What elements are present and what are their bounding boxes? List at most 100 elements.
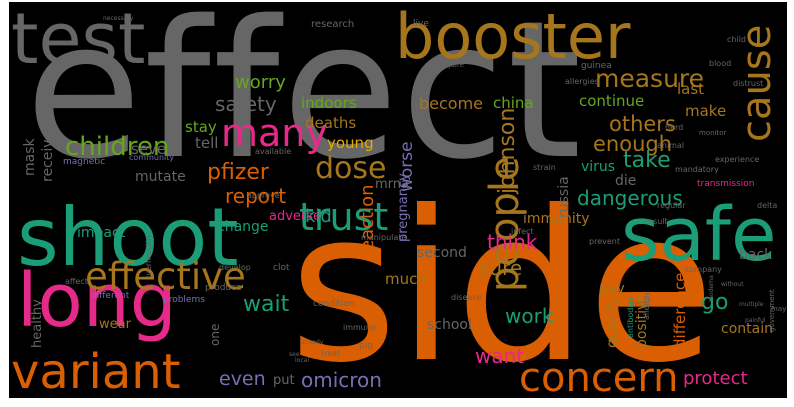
word-young: young bbox=[327, 134, 374, 152]
word-second: second bbox=[417, 245, 467, 261]
word-animal: animal bbox=[657, 141, 685, 150]
word-allergic: allergic bbox=[642, 290, 651, 320]
word-school: school bbox=[427, 317, 472, 333]
word-local: local bbox=[295, 357, 309, 364]
word-mrna: mrna bbox=[375, 177, 409, 192]
word-herd: herd bbox=[665, 123, 684, 132]
word-take: take bbox=[623, 148, 671, 173]
word-monitor: monitor bbox=[699, 129, 727, 137]
word-moderna: moderna bbox=[708, 275, 715, 302]
word-condition: condition bbox=[313, 299, 355, 309]
word-wear: wear bbox=[99, 317, 131, 332]
word-research: research bbox=[311, 19, 355, 30]
word-indoors: indoors bbox=[301, 94, 357, 112]
word-dose: dose bbox=[315, 151, 387, 186]
word-infect: infect bbox=[511, 227, 534, 236]
word-think: think bbox=[487, 230, 538, 254]
word-sure: sure bbox=[479, 256, 523, 280]
word-mandatory: mandatory bbox=[675, 165, 719, 174]
word-distrust: distrust bbox=[733, 79, 764, 88]
word-allergies: allergies bbox=[565, 77, 599, 86]
word-painful: painful bbox=[745, 317, 766, 324]
word-experience: experience bbox=[715, 155, 760, 164]
word-pay: pay bbox=[599, 281, 625, 297]
word-concern: concern bbox=[519, 355, 679, 398]
word-pregnancy: pregnancy bbox=[396, 173, 411, 242]
word-multiple: multiple bbox=[739, 301, 764, 308]
word-enough: enough bbox=[593, 132, 673, 156]
word-may: may bbox=[771, 305, 787, 313]
word-one: one bbox=[208, 323, 222, 346]
word-measure: measure bbox=[595, 64, 705, 93]
word-back: back bbox=[739, 247, 773, 263]
word-manipulate: manipulate bbox=[361, 233, 407, 242]
word-immune: immune bbox=[343, 323, 376, 332]
word-shoot: shoot bbox=[17, 191, 239, 284]
word-want: want bbox=[475, 344, 525, 368]
word-booster: booster bbox=[395, 2, 631, 73]
word-problems: problems bbox=[163, 295, 205, 305]
word-effective: effective bbox=[85, 255, 246, 298]
word-ivermectin: ivermectin bbox=[144, 235, 153, 278]
word-work: work bbox=[505, 304, 554, 328]
word-variant: variant bbox=[11, 344, 181, 398]
word-result: result bbox=[645, 217, 668, 226]
word-difference: difference bbox=[671, 272, 689, 348]
word-omicron: omicron bbox=[301, 368, 382, 392]
word-company: company bbox=[685, 265, 722, 274]
word-mask: mask bbox=[22, 138, 38, 176]
word-children: children bbox=[65, 132, 170, 162]
word-wait: wait bbox=[243, 292, 290, 317]
word-deaths: deaths bbox=[305, 114, 357, 132]
word-pig: pig bbox=[359, 341, 373, 351]
word-trust: trust bbox=[299, 195, 389, 239]
word-make: make bbox=[685, 102, 727, 120]
word-immunity: immunity bbox=[523, 211, 590, 227]
word-treat: treat bbox=[321, 349, 341, 358]
word-many: many bbox=[221, 111, 328, 155]
word-report: report bbox=[225, 184, 287, 208]
word-term: term bbox=[631, 299, 650, 308]
word-strain: strain bbox=[533, 163, 556, 172]
word-pfizer: pfizer bbox=[207, 160, 269, 185]
word-impact: impact bbox=[77, 225, 126, 241]
word-healthy: healthy bbox=[30, 299, 45, 348]
word-affect: affect bbox=[65, 277, 88, 286]
word-antibodies: antibodies bbox=[626, 296, 635, 338]
word-much: much bbox=[385, 270, 427, 288]
word-safety: safety bbox=[215, 92, 277, 116]
word-even: even bbox=[219, 368, 266, 390]
word-mutate: mutate bbox=[135, 169, 186, 185]
word-disease: disease bbox=[451, 293, 482, 302]
word-transmission: transmission bbox=[697, 179, 755, 189]
word-safe: safe bbox=[621, 192, 777, 278]
word-contain: contain bbox=[721, 321, 773, 337]
word-receive: receive bbox=[40, 130, 56, 182]
word-die: die bbox=[615, 173, 637, 189]
word-develop: develop bbox=[219, 263, 251, 272]
word-go: go bbox=[701, 290, 729, 315]
word-require: require bbox=[439, 61, 464, 69]
word-delta: delta bbox=[757, 201, 778, 210]
word-tell: tell bbox=[195, 134, 219, 152]
word-become: become bbox=[419, 94, 484, 113]
word-already: already bbox=[301, 339, 324, 346]
word-different: different bbox=[91, 291, 130, 301]
word-dangerous: dangerous bbox=[577, 186, 683, 210]
word-approve: approve bbox=[247, 191, 280, 200]
word-worry: worry bbox=[235, 72, 286, 93]
word-clot: clot bbox=[273, 263, 290, 273]
word-child: child bbox=[727, 35, 746, 44]
word-protect: protect bbox=[683, 368, 748, 389]
word-see: see bbox=[289, 351, 300, 358]
word-without: without bbox=[721, 281, 744, 288]
word-magnetic: magnetic bbox=[63, 157, 106, 167]
word-put: put bbox=[273, 373, 295, 388]
word-last: last bbox=[677, 80, 705, 98]
word-johnson: johnson bbox=[495, 107, 520, 194]
word-long: long bbox=[17, 258, 177, 344]
word-reaction: reaction bbox=[357, 184, 378, 259]
word-change: change bbox=[217, 219, 269, 235]
word-continue: continue bbox=[579, 92, 645, 110]
word-china: china bbox=[493, 94, 534, 112]
